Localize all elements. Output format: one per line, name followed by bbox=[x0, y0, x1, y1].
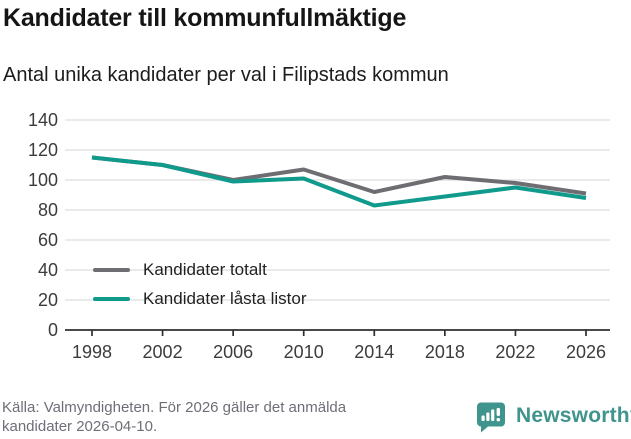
legend-label: Kandidater låsta listor bbox=[143, 289, 307, 308]
chart-gridlines bbox=[65, 119, 610, 301]
x-tick-label-2006: 2006 bbox=[213, 342, 254, 362]
y-tick-label-100: 100 bbox=[27, 170, 58, 190]
newsworthy-wordmark: Newsworthy bbox=[516, 404, 631, 427]
source-note: Källa: Valmyndigheten. För 2026 gäller d… bbox=[2, 398, 442, 436]
page-title: Kandidater till kommunfullmäktige bbox=[3, 4, 407, 32]
series-line-kandidater-l-sta-listor bbox=[91, 155, 587, 208]
legend-swatch bbox=[93, 297, 130, 301]
x-tick-label-2002: 2002 bbox=[142, 342, 183, 362]
source-note-line2: kandidater 2026-04-10. bbox=[2, 418, 158, 435]
legend-swatch bbox=[93, 268, 130, 272]
chart-series-lines bbox=[91, 155, 587, 208]
x-tick-label-2014: 2014 bbox=[354, 342, 395, 362]
x-tick-label-1998: 1998 bbox=[71, 342, 113, 362]
legend-item: Kandidater totalt bbox=[93, 260, 306, 280]
chart-legend: Kandidater totalt Kandidater låsta listor bbox=[93, 260, 306, 309]
legend-label: Kandidater totalt bbox=[143, 260, 267, 279]
newsworthy-logo-icon bbox=[477, 402, 505, 432]
y-tick-label-140: 140 bbox=[27, 110, 58, 130]
x-axis bbox=[65, 329, 610, 336]
legend-item: Kandidater låsta listor bbox=[93, 289, 306, 309]
y-tick-label-20: 20 bbox=[37, 290, 58, 310]
x-tick-label-2010: 2010 bbox=[283, 342, 324, 362]
source-note-line1: Källa: Valmyndigheten. För 2026 gäller d… bbox=[2, 399, 347, 416]
chart-subtitle: Antal unika kandidater per val i Filipst… bbox=[3, 64, 449, 86]
y-tick-label-40: 40 bbox=[37, 260, 58, 280]
x-tick-label-2026: 2026 bbox=[565, 342, 607, 362]
y-tick-label-0: 0 bbox=[47, 320, 58, 340]
y-tick-label-120: 120 bbox=[27, 140, 58, 160]
newsworthy-branding: Newsworthy bbox=[474, 399, 631, 433]
y-tick-label-80: 80 bbox=[37, 200, 58, 220]
y-tick-label-60: 60 bbox=[37, 230, 58, 250]
x-tick-label-2018: 2018 bbox=[424, 342, 465, 362]
x-tick-label-2022: 2022 bbox=[495, 342, 536, 362]
